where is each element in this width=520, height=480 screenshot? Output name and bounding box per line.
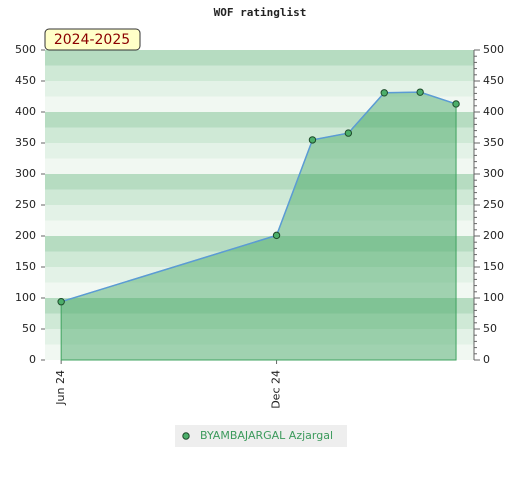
legend-marker xyxy=(182,432,190,440)
point xyxy=(452,100,460,108)
background-stripe xyxy=(45,189,474,205)
y-tick-label: 350 xyxy=(15,136,36,149)
y-tick-label: 50 xyxy=(22,322,36,335)
y-tick-label: 500 xyxy=(15,43,36,56)
background-stripe xyxy=(45,127,474,143)
background-stripe xyxy=(45,267,474,283)
background-stripe xyxy=(45,298,474,314)
background-stripe xyxy=(45,220,474,236)
background-stripe xyxy=(45,236,474,252)
x-tick-label: Jun 24 xyxy=(54,370,67,406)
y-tick-label: 0 xyxy=(29,353,36,366)
y-tick-label: 450 xyxy=(15,74,36,87)
background-stripe xyxy=(45,251,474,267)
y2-tick-label: 250 xyxy=(483,198,504,211)
y2-tick-label: 200 xyxy=(483,229,504,242)
legend-box xyxy=(175,425,347,447)
y2-tick-label: 300 xyxy=(483,167,504,180)
y-tick-label: 200 xyxy=(15,229,36,242)
y2-tick-label: 50 xyxy=(483,322,497,335)
y2-tick-label: 500 xyxy=(483,43,504,56)
background-stripe xyxy=(45,174,474,190)
background-stripe xyxy=(45,158,474,174)
background-stripe xyxy=(45,81,474,97)
point xyxy=(308,136,317,144)
point xyxy=(416,88,424,96)
y2-tick-label: 150 xyxy=(483,260,504,273)
background-stripe xyxy=(45,282,474,298)
y-tick-label: 100 xyxy=(15,291,36,304)
y-tick-label: 400 xyxy=(15,105,36,118)
background-stripe xyxy=(45,65,474,81)
background-stripe xyxy=(45,205,474,221)
y2-tick-label: 400 xyxy=(483,105,504,118)
chart-title: WOF ratinglist xyxy=(214,6,307,19)
y2-tick-label: 450 xyxy=(483,74,504,87)
point xyxy=(344,129,353,137)
x-tick-label: Dec 24 xyxy=(270,370,283,409)
y-tick-label: 150 xyxy=(15,260,36,273)
annotation-tag: 2024-2025 xyxy=(44,28,141,51)
background-stripe xyxy=(45,96,474,112)
background-stripe xyxy=(45,143,474,159)
annotation-text: 2024-2025 xyxy=(54,32,130,48)
point xyxy=(57,298,65,306)
background-stripe xyxy=(45,50,474,66)
background-stripe xyxy=(45,344,474,360)
background-stripe xyxy=(45,112,474,128)
y2-tick-label: 350 xyxy=(483,136,504,149)
legend-label: BYAMBAJARGAL Azjargal xyxy=(200,429,333,442)
point xyxy=(380,89,388,97)
annotation-box xyxy=(44,28,141,51)
y-tick-label: 250 xyxy=(15,198,36,211)
y-tick-label: 300 xyxy=(15,167,36,180)
background-stripe xyxy=(45,329,474,345)
point xyxy=(272,231,281,240)
y2-tick-label: 100 xyxy=(483,291,504,304)
background-stripe xyxy=(45,313,474,329)
y2-tick-label: 0 xyxy=(483,353,490,366)
plot-area xyxy=(45,50,474,360)
